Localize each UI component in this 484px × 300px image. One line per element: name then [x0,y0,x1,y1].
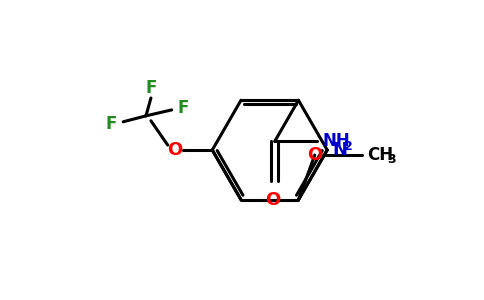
Text: NH: NH [322,132,350,150]
Text: O: O [307,146,322,164]
Text: N: N [332,141,347,159]
Text: F: F [106,115,117,133]
Text: O: O [265,191,280,209]
Text: CH: CH [367,146,393,164]
Text: 3: 3 [387,152,396,166]
Text: O: O [167,141,182,159]
Text: F: F [145,79,157,97]
Text: F: F [178,99,189,117]
Text: 2: 2 [344,140,353,153]
